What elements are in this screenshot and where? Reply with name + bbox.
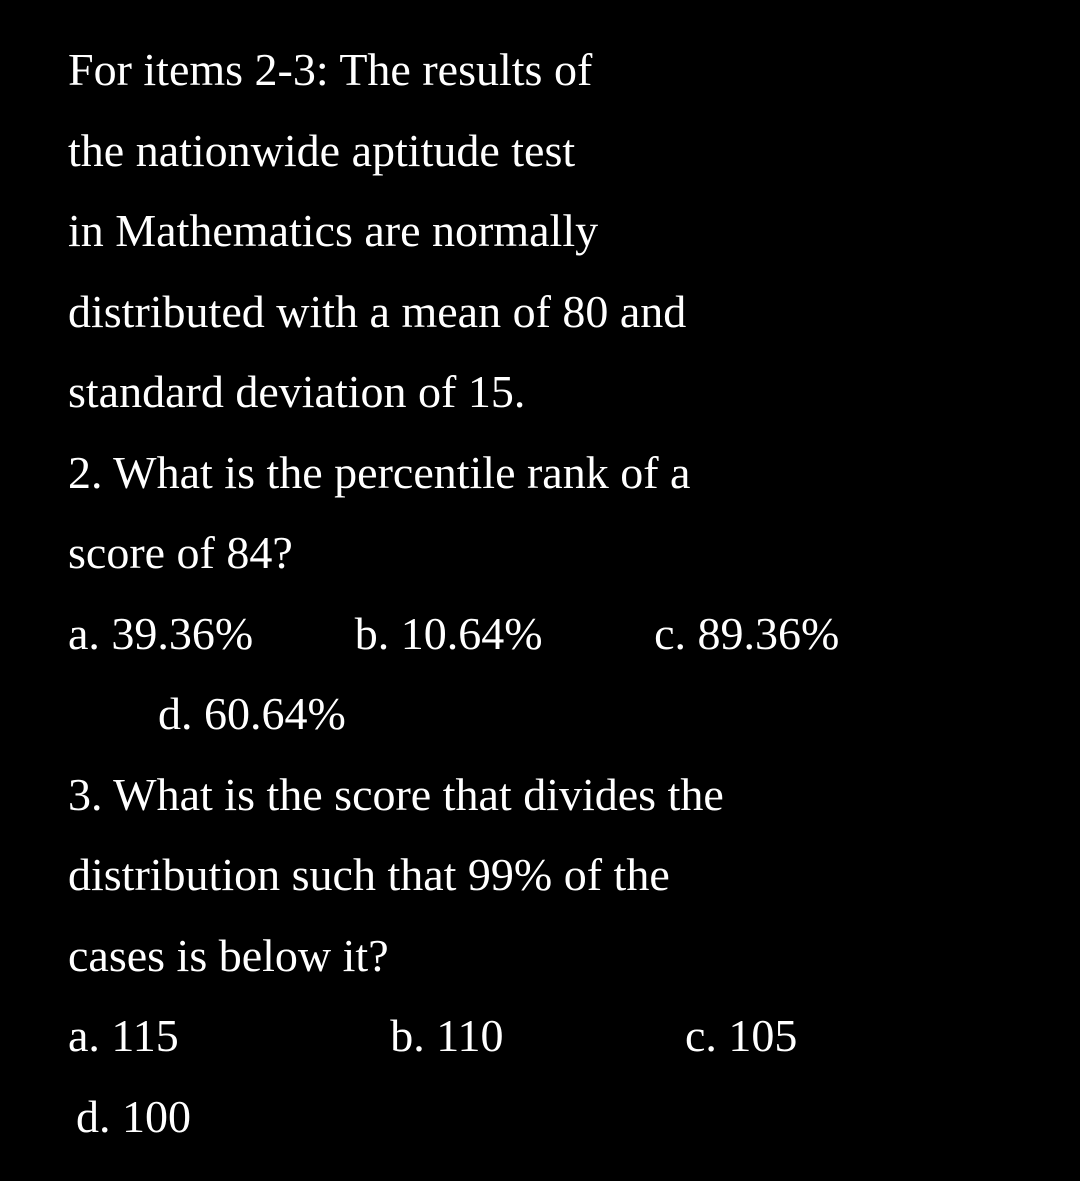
intro-line-2: the nationwide aptitude test xyxy=(68,111,1010,192)
question-2: 2. What is the percentile rank of a scor… xyxy=(68,433,1010,755)
question-2-option-b: b. 10.64% xyxy=(355,594,543,675)
intro-paragraph: For items 2-3: The results of the nation… xyxy=(68,30,1010,433)
question-3-options-row-1: a. 115 b. 110 c. 105 xyxy=(68,996,1010,1077)
question-3-line-1: 3. What is the score that divides the xyxy=(68,755,1010,836)
question-3-option-d: d. 100 xyxy=(76,1077,191,1158)
question-2-options-row-1: a. 39.36% b. 10.64% c. 89.36% xyxy=(68,594,1010,675)
document-content: For items 2-3: The results of the nation… xyxy=(68,30,1010,1157)
question-2-line-2: score of 84? xyxy=(68,513,1010,594)
question-2-option-a: a. 39.36% xyxy=(68,594,253,675)
question-2-option-c: c. 89.36% xyxy=(654,594,839,675)
question-3: 3. What is the score that divides the di… xyxy=(68,755,1010,1158)
question-3-option-c: c. 105 xyxy=(685,996,797,1077)
intro-line-3: in Mathematics are normally xyxy=(68,191,1010,272)
question-2-option-d: d. 60.64% xyxy=(158,674,346,755)
question-3-line-3: cases is below it? xyxy=(68,916,1010,997)
question-3-option-a: a. 115 xyxy=(68,996,179,1077)
question-3-line-2: distribution such that 99% of the xyxy=(68,835,1010,916)
question-3-option-b: b. 110 xyxy=(390,996,503,1077)
question-2-options-row-2: d. 60.64% xyxy=(68,674,1010,755)
intro-line-1: For items 2-3: The results of xyxy=(68,30,1010,111)
intro-line-4: distributed with a mean of 80 and xyxy=(68,272,1010,353)
question-3-options-row-2: d. 100 xyxy=(68,1077,1010,1158)
intro-line-5: standard deviation of 15. xyxy=(68,352,1010,433)
question-2-line-1: 2. What is the percentile rank of a xyxy=(68,433,1010,514)
